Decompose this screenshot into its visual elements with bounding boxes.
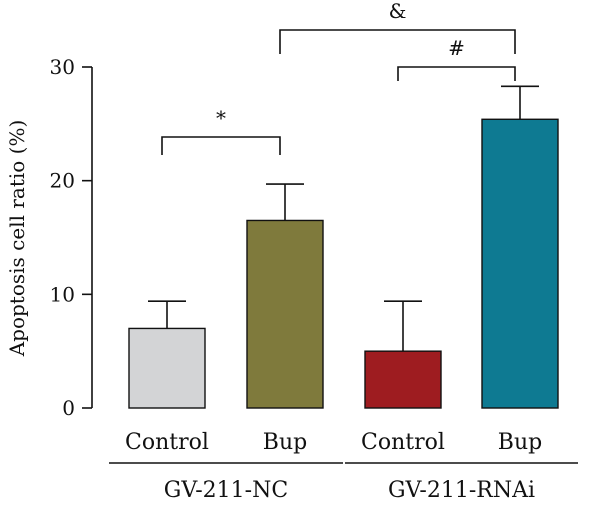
x-tick-label: Bup [263, 430, 307, 455]
group-label: GV-211-NC [164, 478, 288, 503]
y-tick-label: 30 [50, 55, 75, 79]
x-tick-label: Bup [498, 430, 542, 455]
significance-symbol: & [389, 0, 407, 23]
bar [481, 118, 559, 409]
significance-bracket [397, 66, 516, 81]
x-axis-labels: Control Bup Control Bup [125, 430, 542, 455]
y-axis-label: Apoptosis cell ratio (%) [5, 120, 29, 358]
significance-symbol: # [448, 36, 465, 60]
significance-brackets: * # & [161, 0, 516, 155]
bar [128, 327, 206, 409]
bar [246, 219, 324, 409]
y-tick-label: 10 [50, 282, 75, 306]
y-tick-label: 20 [50, 169, 75, 193]
x-tick-label: Control [361, 430, 445, 455]
significance-symbol: * [216, 106, 226, 130]
bars [128, 118, 559, 409]
significance-bracket [279, 29, 516, 54]
significance-bracket [161, 136, 281, 155]
bar [364, 350, 442, 409]
y-tick-label: 0 [62, 396, 75, 420]
error-bars [148, 85, 539, 352]
axes: 0 10 20 30 [50, 55, 93, 420]
group-labels: GV-211-NC GV-211-RNAi [109, 462, 578, 503]
x-tick-label: Control [125, 430, 209, 455]
group-label: GV-211-RNAi [388, 478, 535, 503]
